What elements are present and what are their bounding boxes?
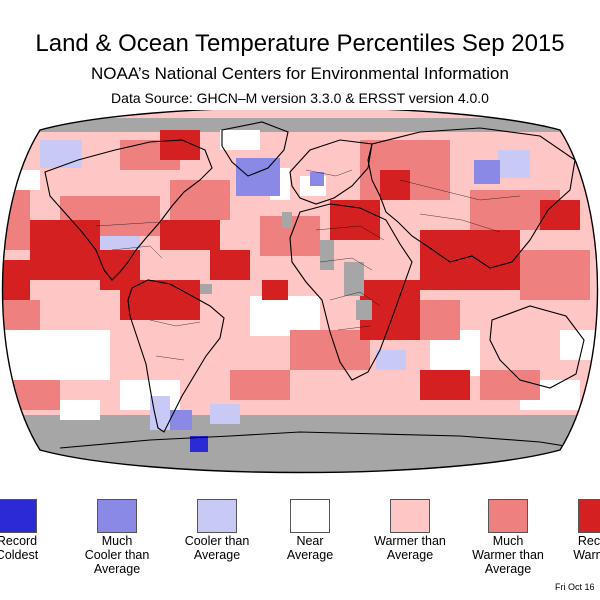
map-cell xyxy=(190,436,208,452)
legend-label: Record Coldest xyxy=(0,534,39,562)
map-cell xyxy=(160,220,220,250)
map-cell xyxy=(210,250,250,280)
map-cell-nodata xyxy=(344,262,364,296)
map-cell xyxy=(2,190,30,250)
map-cell xyxy=(474,160,500,184)
legend-label: Cooler than Average xyxy=(184,534,250,562)
map-title: Land & Ocean Temperature Percentiles Sep… xyxy=(35,30,565,57)
map-cell xyxy=(30,220,100,280)
temperature-cells xyxy=(2,118,598,473)
legend-swatch xyxy=(578,499,600,533)
map-cell xyxy=(250,296,320,336)
map-cell xyxy=(40,118,560,132)
map-cell xyxy=(170,180,230,220)
map-cell xyxy=(40,140,82,168)
map-cell xyxy=(290,330,370,370)
asia-outline xyxy=(367,127,576,269)
legend-swatch xyxy=(290,499,330,533)
legend-label: Near Average xyxy=(286,534,334,562)
antarctica-outline xyxy=(59,431,591,451)
map-cell xyxy=(230,370,290,400)
date-stamp: Fri Oct 16 xyxy=(555,582,595,592)
legend-swatch xyxy=(0,499,37,533)
map-cell xyxy=(210,404,240,424)
map-cell xyxy=(2,330,110,380)
map-cell xyxy=(120,280,200,320)
map-cell xyxy=(170,410,192,430)
legend-label: Warmer than Average xyxy=(374,534,446,562)
map-cell xyxy=(236,158,280,196)
map-cell xyxy=(420,230,520,290)
map-cell xyxy=(2,300,40,330)
map-cell-nodata xyxy=(356,300,372,320)
coastlines xyxy=(44,121,591,451)
map-cell-nodata xyxy=(282,212,292,228)
map-cell xyxy=(220,130,260,150)
legend-swatch xyxy=(390,499,430,533)
map-cell xyxy=(540,200,580,230)
map-cell xyxy=(2,415,598,473)
map-cell xyxy=(480,370,540,400)
map-cell xyxy=(2,380,60,410)
map-cell xyxy=(150,396,170,430)
south-america-outline xyxy=(127,279,225,433)
greenland-outline xyxy=(221,121,289,177)
north-america-outline xyxy=(44,139,213,281)
map-cell xyxy=(262,280,288,300)
map-cell xyxy=(560,330,598,360)
legend-label: Much Cooler than Average xyxy=(84,534,150,576)
data-source: Data Source: GHCN–M version 3.3.0 & ERSS… xyxy=(111,90,489,106)
map-cell xyxy=(2,260,30,300)
map-cell xyxy=(376,350,406,370)
world-map xyxy=(1,110,599,474)
map-cell xyxy=(310,172,324,186)
map-cell xyxy=(520,250,590,300)
legend-label: RecordWarmest xyxy=(573,534,600,562)
country-borders xyxy=(95,169,521,361)
africa-outline xyxy=(289,203,413,381)
map-subtitle: NOAA’s National Centers for Environmenta… xyxy=(91,64,509,83)
legend-swatch xyxy=(197,499,237,533)
legend-label: Much Warmer than Average xyxy=(472,534,544,576)
globe-outline xyxy=(1,110,599,474)
europe-outline xyxy=(289,139,373,205)
legend-swatch xyxy=(97,499,137,533)
australia-outline xyxy=(489,305,585,389)
legend-swatch xyxy=(488,499,528,533)
map-cell-nodata xyxy=(320,240,334,270)
map-cell-nodata xyxy=(200,284,212,294)
map-cell xyxy=(330,200,380,240)
map-cell xyxy=(420,370,470,400)
map-cell xyxy=(498,150,530,178)
map-body xyxy=(2,110,598,473)
map-cell xyxy=(60,400,100,420)
map-cell xyxy=(380,170,410,200)
